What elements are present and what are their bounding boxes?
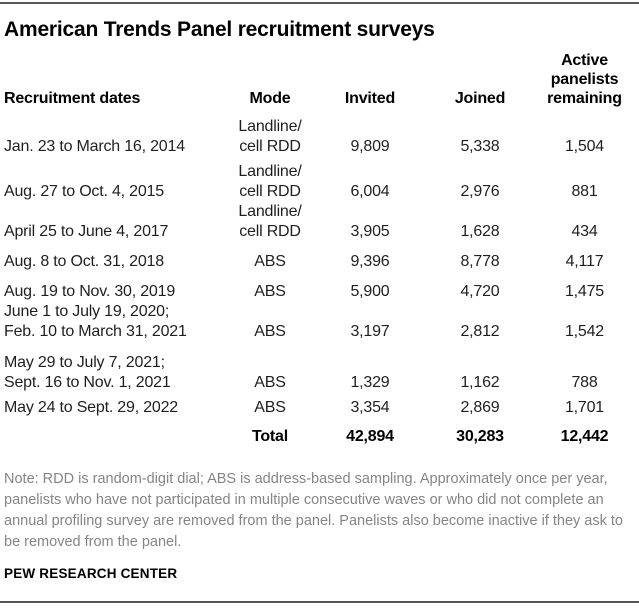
column-header-mode: Mode bbox=[249, 90, 291, 107]
cell-active: 434 bbox=[571, 223, 598, 240]
recruitment-surveys-table: Recruitment dates Mode Invited Joined Ac… bbox=[0, 43, 639, 447]
table-header: Recruitment dates Mode Invited Joined Ac… bbox=[0, 43, 639, 112]
table-row-2014: Jan. 23 to March 16, 2014 Landline/ cell… bbox=[0, 112, 639, 157]
column-header-joined: Joined bbox=[454, 90, 506, 107]
cell-joined: 8,778 bbox=[460, 253, 500, 270]
cell-mode: Landline/ cell RDD bbox=[238, 118, 302, 155]
cell-dates: May 24 to Sept. 29, 2022 bbox=[4, 399, 178, 416]
cell-joined: 1,628 bbox=[460, 223, 500, 240]
column-header-invited: Invited bbox=[344, 90, 396, 107]
cell-active: 4,117 bbox=[565, 253, 604, 270]
cell-invited: 3,354 bbox=[350, 399, 390, 416]
cell-mode: ABS bbox=[254, 399, 286, 416]
table-body: Jan. 23 to March 16, 2014 Landline/ cell… bbox=[0, 112, 639, 447]
cell-active: 1,475 bbox=[564, 283, 605, 300]
bottom-rule bbox=[0, 601, 639, 603]
cell-invited: 3,197 bbox=[350, 323, 390, 340]
cell-mode: ABS bbox=[254, 253, 286, 270]
cell-dates: April 25 to June 4, 2017 bbox=[4, 223, 169, 240]
table-row-2017: April 25 to June 4, 2017 Landline/ cell … bbox=[0, 202, 639, 242]
cell-invited: 1,329 bbox=[350, 374, 390, 391]
footnote: Note: RDD is random-digit dial; ABS is a… bbox=[4, 471, 623, 550]
cell-dates: Jan. 23 to March 16, 2014 bbox=[4, 138, 185, 155]
cell-mode: ABS bbox=[254, 323, 286, 340]
cell-active: 788 bbox=[571, 374, 598, 391]
cell-joined: 2,869 bbox=[460, 399, 500, 416]
table-row-2018: Aug. 8 to Oct. 31, 2018 ABS 9,396 8,778 … bbox=[0, 242, 639, 272]
column-header-recruitment-dates: Recruitment dates bbox=[4, 90, 141, 107]
cell-active: 1,504 bbox=[564, 138, 605, 155]
cell-joined: 4,720 bbox=[460, 283, 500, 300]
table-row-2019: Aug. 19 to Nov. 30, 2019 ABS 5,900 4,720… bbox=[0, 272, 639, 302]
cell-active: 1,701 bbox=[564, 399, 605, 416]
cell-invited: 3,905 bbox=[350, 223, 390, 240]
cell-invited: 6,004 bbox=[350, 183, 390, 200]
table-row-2022: May 24 to Sept. 29, 2022 ABS 3,354 2,869… bbox=[0, 393, 639, 418]
cell-joined: 2,812 bbox=[460, 323, 500, 340]
cell-active: 881 bbox=[571, 183, 598, 200]
cell-dates: Aug. 8 to Oct. 31, 2018 bbox=[4, 253, 164, 270]
total-label: Total bbox=[251, 428, 289, 445]
figure-title: American Trends Panel recruitment survey… bbox=[4, 18, 435, 41]
column-header-active-panelists-remaining: Active panelists remaining bbox=[530, 43, 639, 112]
cell-mode: Landline/ cell RDD bbox=[238, 163, 302, 200]
header-row: Recruitment dates Mode Invited Joined Ac… bbox=[0, 43, 639, 112]
table-row-2021: May 29 to July 7, 2021; Sept. 16 to Nov.… bbox=[0, 342, 639, 393]
cell-invited: 5,900 bbox=[350, 283, 390, 300]
total-joined: 30,283 bbox=[456, 428, 504, 445]
top-rule bbox=[0, 2, 639, 4]
cell-joined: 5,338 bbox=[460, 138, 500, 155]
table-row-total: Total 42,894 30,283 12,442 bbox=[0, 418, 639, 447]
table-row-2015: Aug. 27 to Oct. 4, 2015 Landline/ cell R… bbox=[0, 157, 639, 202]
cell-invited: 9,809 bbox=[350, 138, 390, 155]
cell-invited: 9,396 bbox=[350, 253, 390, 270]
cell-mode: Landline/ cell RDD bbox=[238, 203, 302, 240]
cell-dates: June 1 to July 19, 2020; Feb. 10 to Marc… bbox=[4, 303, 187, 340]
table-row-2020-2021: June 1 to July 19, 2020; Feb. 10 to Marc… bbox=[0, 302, 639, 342]
cell-mode: ABS bbox=[254, 374, 286, 391]
cell-dates: Aug. 27 to Oct. 4, 2015 bbox=[4, 183, 164, 200]
cell-joined: 1,162 bbox=[460, 374, 500, 391]
cell-dates: Aug. 19 to Nov. 30, 2019 bbox=[4, 283, 176, 300]
cell-active: 1,542 bbox=[564, 323, 605, 340]
column-header-active-label: Active panelists remaining bbox=[547, 52, 622, 107]
total-active: 12,442 bbox=[560, 428, 609, 445]
cell-mode: ABS bbox=[254, 283, 286, 300]
cell-joined: 2,976 bbox=[460, 183, 500, 200]
source-attribution: PEW RESEARCH CENTER bbox=[4, 566, 178, 581]
total-invited: 42,894 bbox=[346, 428, 394, 445]
cell-empty bbox=[0, 418, 230, 447]
cell-dates: May 29 to July 7, 2021; Sept. 16 to Nov.… bbox=[4, 354, 171, 391]
